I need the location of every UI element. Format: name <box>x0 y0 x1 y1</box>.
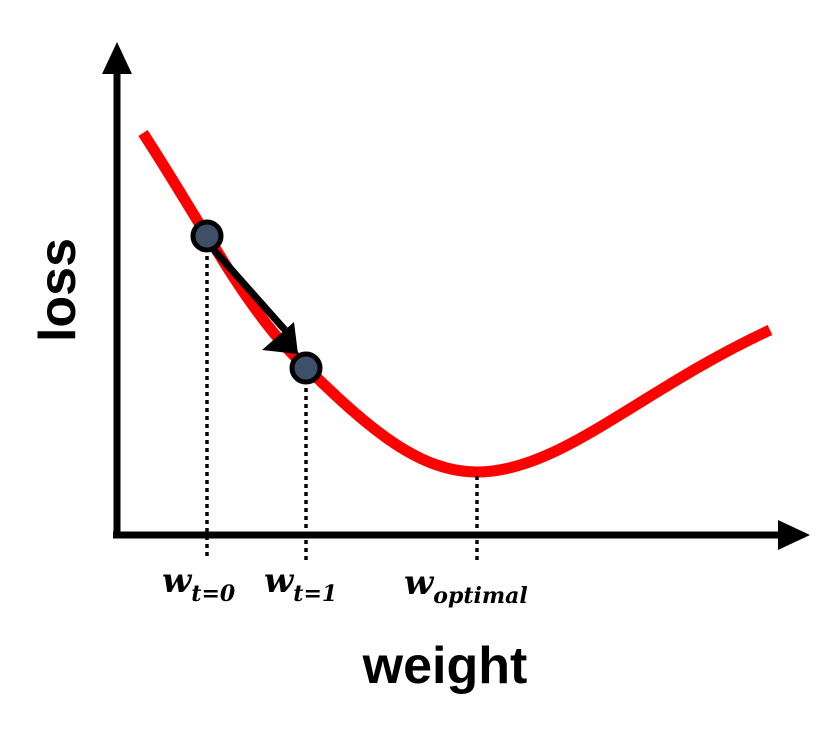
step-arrow-head <box>262 322 298 354</box>
x-axis-title: weight <box>362 637 528 695</box>
label-w-t1: wt=1 <box>264 561 337 607</box>
step-arrow-shaft <box>211 247 288 333</box>
loss-curve <box>138 130 773 478</box>
y-axis-title: loss <box>29 238 87 342</box>
label-w-t0: wt=0 <box>162 561 236 607</box>
point-t1 <box>289 351 323 385</box>
x-axis-arrowhead <box>778 520 810 550</box>
label-w-optimal: woptimal <box>404 563 528 609</box>
point-t0 <box>190 219 224 253</box>
y-axis-arrowhead <box>102 42 132 74</box>
